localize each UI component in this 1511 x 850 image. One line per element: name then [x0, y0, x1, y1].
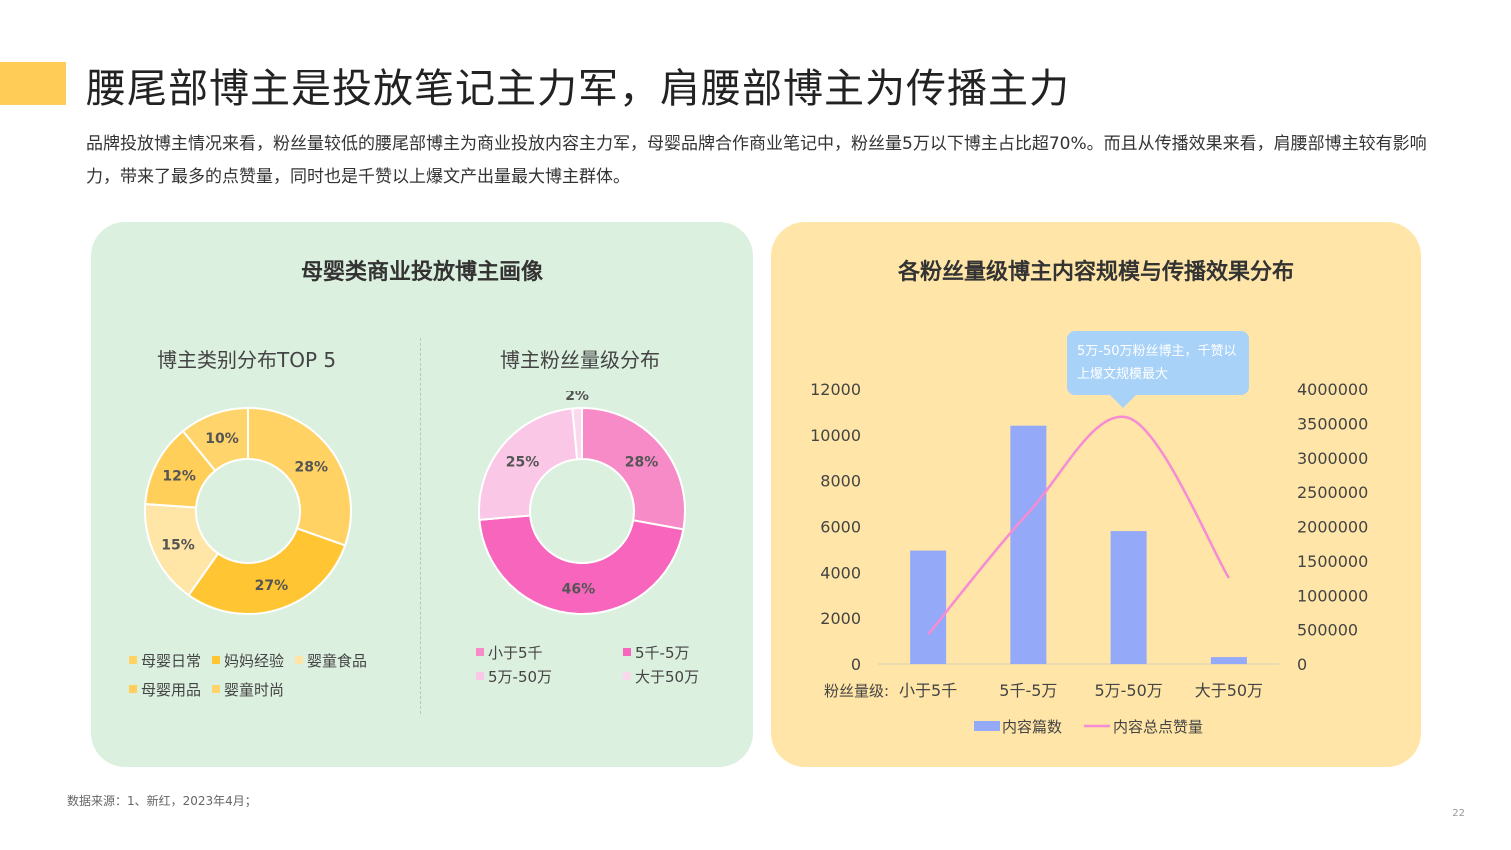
right-y-tick-7: 3500000: [1297, 414, 1368, 433]
follower-slice-2: [478, 407, 579, 521]
left-y-tick-5: 10000: [810, 426, 861, 445]
bar-3: [1210, 657, 1247, 664]
legend-line-label: 内容总点赞量: [1113, 718, 1203, 736]
category-legend-item-2: 婴童食品: [295, 650, 367, 671]
page-number: 22: [1452, 808, 1465, 819]
right-y-tick-0: 0: [1297, 655, 1307, 674]
follower-slice-3: [571, 406, 583, 461]
category-legend-item-3: 母婴用品: [129, 679, 201, 700]
right-y-tick-4: 2000000: [1297, 518, 1368, 537]
category-label-4: 10%: [205, 431, 239, 447]
follower-legend-label-2: 5万-50万: [488, 668, 553, 686]
category-legend-swatch-3: [129, 685, 137, 693]
follower-legend: 小于5千 5千-5万 5万-50万 大于50万: [476, 642, 736, 694]
panel-divider: [420, 338, 421, 714]
follower-legend-item-2: 5万-50万: [476, 666, 552, 687]
page-subtitle: 品牌投放博主情况来看，粉丝量较低的腰尾部博主为商业投放内容主力军，母婴品牌合作商…: [86, 134, 1427, 187]
content-effect-panel: 各粉丝量级博主内容规模与传播效果分布 0 2000 4000 6000 8000 1000…: [771, 222, 1421, 767]
legend-bar-swatch: [974, 721, 1000, 731]
category-legend-swatch-2: [295, 656, 303, 664]
right-y-tick-1: 500000: [1297, 621, 1358, 640]
category-label-1: 27%: [255, 578, 289, 594]
left-y-tick-3: 6000: [820, 518, 861, 537]
title-accent-bar: [0, 62, 66, 105]
x-tick-2: 5万-50万: [1094, 681, 1162, 700]
follower-label-2: 25%: [506, 454, 540, 470]
blogger-profile-panel: 母婴类商业投放博主画像 博主类别分布TOP 5 博主粉丝量级分布 28% 27% 1…: [91, 222, 753, 767]
legend-bar-label: 内容篇数: [1002, 718, 1062, 736]
right-y-tick-6: 3000000: [1297, 449, 1368, 468]
follower-legend-swatch-1: [623, 648, 631, 656]
category-legend-item-1: 妈妈经验: [212, 650, 284, 671]
left-y-tick-6: 12000: [810, 380, 861, 399]
category-legend-label-0: 母婴日常: [141, 652, 202, 670]
follower-legend-swatch-3: [623, 672, 631, 680]
x-tick-1: 5千-5万: [999, 681, 1057, 700]
follower-chart-title: 博主粉丝量级分布: [500, 348, 660, 372]
category-legend-label-1: 妈妈经验: [224, 652, 285, 670]
category-slice-1: [187, 527, 347, 615]
follower-label-3: 2%: [565, 391, 589, 404]
category-legend-label-4: 婴童时尚: [224, 681, 285, 699]
category-slice-0: [247, 406, 352, 547]
data-source-note: 数据来源：1、新红，2023年4月；: [67, 794, 257, 808]
follower-donut-chart: 28% 46% 25% 2%: [478, 391, 686, 615]
left-panel-title: 母婴类商业投放博主画像: [300, 260, 543, 285]
follower-legend-label-1: 5千-5万: [635, 644, 690, 662]
content-effect-combo-chart: 0 2000 4000 6000 8000 10000 12000 0 500000 100000…: [810, 380, 1368, 736]
right-y-tick-3: 1500000: [1297, 552, 1368, 571]
right-y-tick-2: 1000000: [1297, 586, 1368, 605]
x-tick-0: 小于5千: [899, 681, 957, 700]
right-y-tick-8: 4000000: [1297, 380, 1368, 399]
likes-line: [927, 415, 1230, 636]
x-tick-3: 大于50万: [1195, 681, 1263, 700]
follower-legend-item-3: 大于50万: [623, 666, 699, 687]
category-legend-swatch-4: [212, 685, 220, 693]
category-label-0: 28%: [295, 459, 329, 475]
category-chart-title: 博主类别分布TOP 5: [157, 348, 337, 372]
follower-legend-label-0: 小于5千: [488, 644, 543, 662]
bar-1: [1010, 425, 1047, 664]
category-legend-item-4: 婴童时尚: [212, 679, 284, 700]
follower-slice-1: [478, 514, 685, 615]
follower-legend-item-1: 5千-5万: [623, 642, 690, 663]
category-label-2: 15%: [161, 537, 195, 553]
category-slice-4: [181, 406, 249, 473]
follower-legend-swatch-2: [476, 672, 484, 680]
chart-callout: 5万-50万粉丝博主，千赞以上爆文规模最大: [1067, 331, 1249, 408]
right-y-tick-5: 2500000: [1297, 483, 1368, 502]
left-y-tick-0: 0: [851, 655, 861, 674]
follower-legend-label-3: 大于50万: [635, 668, 700, 686]
bar-2: [1110, 531, 1147, 664]
left-y-tick-4: 8000: [820, 472, 861, 491]
category-legend: 母婴日常 妈妈经验 婴童食品母婴用品 婴童时尚: [129, 650, 409, 706]
left-y-tick-2: 4000: [820, 563, 861, 582]
category-label-3: 12%: [162, 468, 196, 484]
category-legend-label-2: 婴童食品: [307, 652, 368, 670]
left-y-tick-1: 2000: [820, 609, 861, 628]
right-panel-title: 各粉丝量级博主内容规模与传播效果分布: [897, 260, 1294, 285]
category-legend-item-0: 母婴日常: [129, 650, 201, 671]
page-title: 腰尾部博主是投放笔记主力军，肩腰部博主为传播主力: [86, 66, 1070, 112]
bar-0: [910, 550, 947, 664]
follower-label-0: 28%: [625, 454, 659, 470]
follower-legend-swatch-0: [476, 648, 484, 656]
x-axis-prefix: 粉丝量级:: [824, 682, 889, 700]
follower-slice-0: [581, 406, 686, 531]
category-donut-chart: 28% 27% 15% 12% 10%: [144, 406, 352, 615]
category-legend-label-3: 母婴用品: [141, 681, 202, 699]
category-legend-swatch-0: [129, 656, 137, 664]
follower-label-1: 46%: [562, 581, 596, 597]
category-legend-swatch-1: [212, 656, 220, 664]
follower-legend-item-0: 小于5千: [476, 642, 543, 663]
